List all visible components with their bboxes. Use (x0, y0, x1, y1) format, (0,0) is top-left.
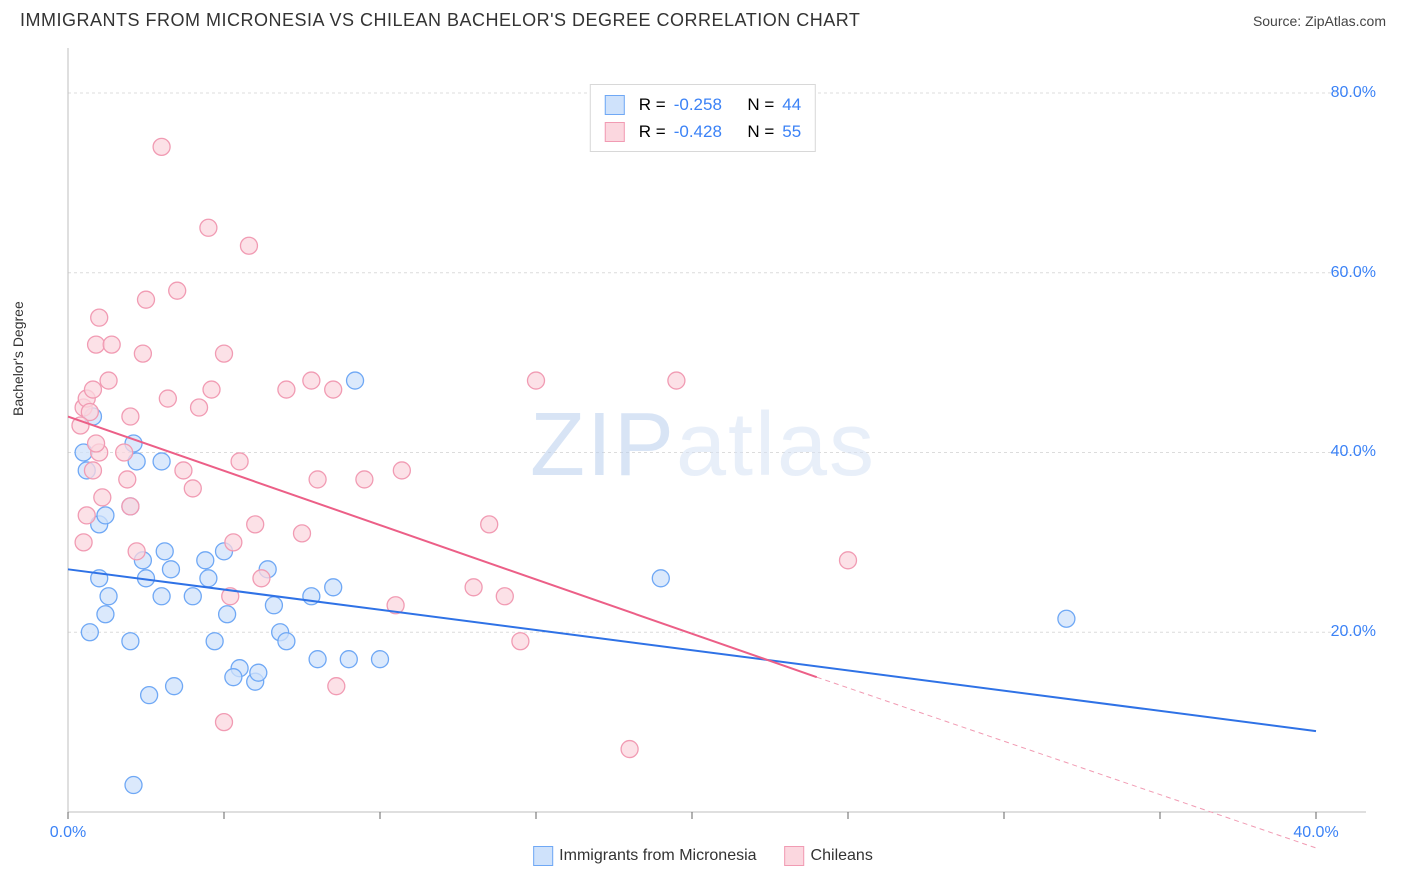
series-legend-item: Chileans (785, 846, 873, 866)
y-axis-label: Bachelor's Degree (10, 301, 26, 416)
legend-n-label: N = (747, 118, 774, 145)
legend-swatch-icon (785, 846, 805, 866)
legend-r-label: R = (639, 118, 666, 145)
x-tick-label: 0.0% (50, 824, 86, 842)
legend-row: R = -0.258 N = 44 (605, 91, 801, 118)
scatter-plot-svg (20, 40, 1386, 872)
legend-r-value: -0.258 (674, 91, 722, 118)
legend-r-value: -0.428 (674, 118, 722, 145)
legend-swatch-icon (533, 846, 553, 866)
legend-swatch-icon (605, 95, 625, 115)
y-tick-label: 80.0% (1331, 84, 1376, 102)
y-tick-label: 40.0% (1331, 443, 1376, 461)
x-tick-label: 40.0% (1293, 824, 1338, 842)
y-tick-label: 20.0% (1331, 623, 1376, 641)
y-tick-label: 60.0% (1331, 264, 1376, 282)
legend-r-label: R = (639, 91, 666, 118)
series-legend: Immigrants from Micronesia Chileans (533, 846, 873, 866)
legend-n-value: 44 (782, 91, 801, 118)
series-legend-item: Immigrants from Micronesia (533, 846, 756, 866)
series-legend-label: Immigrants from Micronesia (559, 847, 756, 864)
legend-swatch-icon (605, 122, 625, 142)
legend-n-label: N = (747, 91, 774, 118)
series-legend-label: Chileans (811, 847, 873, 864)
legend-n-value: 55 (782, 118, 801, 145)
source-attribution: Source: ZipAtlas.com (1253, 13, 1386, 29)
legend-row: R = -0.428 N = 55 (605, 118, 801, 145)
chart-title: IMMIGRANTS FROM MICRONESIA VS CHILEAN BA… (20, 10, 860, 31)
chart-header: IMMIGRANTS FROM MICRONESIA VS CHILEAN BA… (0, 0, 1406, 37)
correlation-legend: R = -0.258 N = 44 R = -0.428 N = 55 (590, 84, 816, 152)
chart-area: Bachelor's Degree ZIPatlas R = -0.258 N … (20, 40, 1386, 872)
